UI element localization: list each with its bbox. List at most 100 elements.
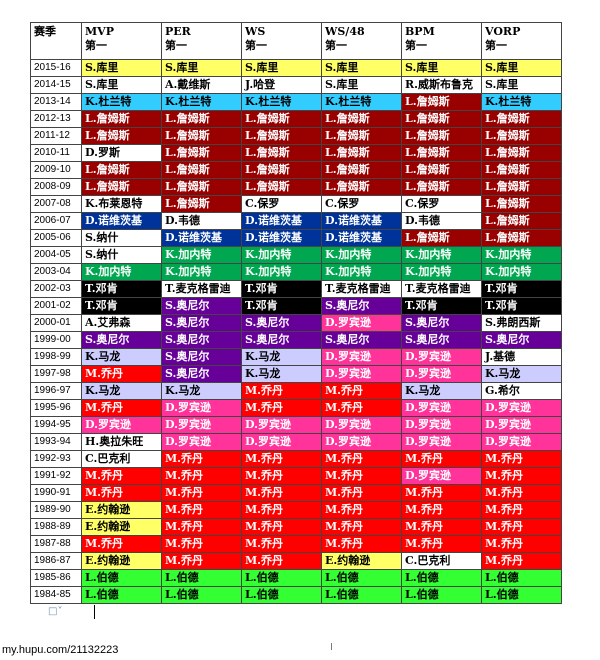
player-cell[interactable]: L.伯德	[321, 586, 402, 604]
player-cell[interactable]: L.詹姆斯	[481, 178, 562, 196]
player-cell[interactable]: C.巴克利	[81, 450, 162, 468]
player-cell[interactable]: L.詹姆斯	[161, 144, 242, 162]
player-cell[interactable]: D.诺维茨基	[321, 229, 402, 247]
player-cell[interactable]: S.奥尼尔	[161, 331, 242, 349]
player-cell[interactable]: D.罗宾逊	[401, 416, 482, 434]
player-cell[interactable]: S.奥尼尔	[401, 331, 482, 349]
player-cell[interactable]: K.杜兰特	[241, 93, 322, 111]
player-cell[interactable]: S.奥尼尔	[401, 314, 482, 332]
player-cell[interactable]: M.乔丹	[241, 399, 322, 417]
player-cell[interactable]: S.库里	[81, 76, 162, 94]
player-cell[interactable]: D.罗宾逊	[401, 365, 482, 383]
player-cell[interactable]: D.罗宾逊	[161, 416, 242, 434]
player-cell[interactable]: M.乔丹	[161, 535, 242, 553]
player-cell[interactable]: M.乔丹	[481, 484, 562, 502]
player-cell[interactable]: K.加内特	[321, 246, 402, 264]
player-cell[interactable]: K.马龙	[401, 382, 482, 400]
player-cell[interactable]: M.乔丹	[241, 501, 322, 519]
player-cell[interactable]: M.乔丹	[321, 518, 402, 536]
player-cell[interactable]: J.哈登	[241, 76, 322, 94]
player-cell[interactable]: A.艾弗森	[81, 314, 162, 332]
player-cell[interactable]: T.邓肯	[81, 280, 162, 298]
player-cell[interactable]: L.詹姆斯	[321, 144, 402, 162]
player-cell[interactable]: L.詹姆斯	[401, 144, 482, 162]
player-cell[interactable]: K.加内特	[241, 263, 322, 281]
player-cell[interactable]: S.库里	[481, 59, 562, 77]
paste-options-icon[interactable]: □˅	[48, 606, 63, 617]
player-cell[interactable]: K.加内特	[161, 263, 242, 281]
player-cell[interactable]: K.马龙	[81, 382, 162, 400]
player-cell[interactable]: K.马龙	[161, 382, 242, 400]
player-cell[interactable]: M.乔丹	[481, 518, 562, 536]
player-cell[interactable]: L.詹姆斯	[481, 161, 562, 179]
player-cell[interactable]: K.杜兰特	[481, 93, 562, 111]
player-cell[interactable]: M.乔丹	[81, 399, 162, 417]
player-cell[interactable]: M.乔丹	[161, 518, 242, 536]
player-cell[interactable]: L.伯德	[481, 569, 562, 587]
player-cell[interactable]: D.诺维茨基	[321, 212, 402, 230]
player-cell[interactable]: D.罗宾逊	[401, 399, 482, 417]
player-cell[interactable]: C.保罗	[241, 195, 322, 213]
player-cell[interactable]: K.杜兰特	[161, 93, 242, 111]
season-cell[interactable]: 2006-07	[30, 212, 82, 230]
season-cell[interactable]: 2005-06	[30, 229, 82, 247]
player-cell[interactable]: M.乔丹	[161, 484, 242, 502]
player-cell[interactable]: K.杜兰特	[321, 93, 402, 111]
player-cell[interactable]: M.乔丹	[241, 467, 322, 485]
player-cell[interactable]: K.加内特	[401, 263, 482, 281]
season-cell[interactable]: 2000-01	[30, 314, 82, 332]
player-cell[interactable]: K.马龙	[241, 348, 322, 366]
season-cell[interactable]: 2002-03	[30, 280, 82, 298]
player-cell[interactable]: S.库里	[321, 59, 402, 77]
player-cell[interactable]: C.保罗	[401, 195, 482, 213]
player-cell[interactable]: D.罗宾逊	[321, 314, 402, 332]
player-cell[interactable]: M.乔丹	[401, 450, 482, 468]
player-cell[interactable]: S.库里	[401, 59, 482, 77]
season-cell[interactable]: 1988-89	[30, 518, 82, 536]
player-cell[interactable]: L.詹姆斯	[401, 178, 482, 196]
player-cell[interactable]: L.詹姆斯	[481, 229, 562, 247]
player-cell[interactable]: L.伯德	[161, 586, 242, 604]
player-cell[interactable]: L.詹姆斯	[321, 110, 402, 128]
player-cell[interactable]: S.奥尼尔	[321, 331, 402, 349]
player-cell[interactable]: M.乔丹	[321, 467, 402, 485]
season-cell[interactable]: 2014-15	[30, 76, 82, 94]
player-cell[interactable]: M.乔丹	[241, 552, 322, 570]
player-cell[interactable]: D.罗宾逊	[481, 416, 562, 434]
player-cell[interactable]: M.乔丹	[81, 365, 162, 383]
player-cell[interactable]: M.乔丹	[241, 450, 322, 468]
player-cell[interactable]: S.弗朗西斯	[481, 314, 562, 332]
player-cell[interactable]: D.罗斯	[81, 144, 162, 162]
player-cell[interactable]: D.罗宾逊	[321, 433, 402, 451]
season-cell[interactable]: 2011-12	[30, 127, 82, 145]
player-cell[interactable]: S.奥尼尔	[81, 331, 162, 349]
player-cell[interactable]: L.詹姆斯	[81, 127, 162, 145]
player-cell[interactable]: M.乔丹	[321, 450, 402, 468]
player-cell[interactable]: R.威斯布鲁克	[401, 76, 482, 94]
player-cell[interactable]: T.邓肯	[481, 280, 562, 298]
player-cell[interactable]: K.加内特	[481, 246, 562, 264]
player-cell[interactable]: T.邓肯	[401, 297, 482, 315]
player-cell[interactable]: L.詹姆斯	[161, 110, 242, 128]
player-cell[interactable]: D.罗宾逊	[401, 433, 482, 451]
player-cell[interactable]: D.罗宾逊	[241, 433, 322, 451]
player-cell[interactable]: D.罗宾逊	[161, 399, 242, 417]
player-cell[interactable]: J.基德	[481, 348, 562, 366]
player-cell[interactable]: S.库里	[81, 59, 162, 77]
player-cell[interactable]: M.乔丹	[81, 484, 162, 502]
player-cell[interactable]: D.罗宾逊	[321, 365, 402, 383]
season-cell[interactable]: 2007-08	[30, 195, 82, 213]
player-cell[interactable]: D.韦德	[161, 212, 242, 230]
season-cell[interactable]: 2003-04	[30, 263, 82, 281]
player-cell[interactable]: D.罗宾逊	[401, 348, 482, 366]
player-cell[interactable]: E.约翰逊	[81, 518, 162, 536]
player-cell[interactable]: L.詹姆斯	[481, 195, 562, 213]
player-cell[interactable]: D.罗宾逊	[321, 416, 402, 434]
season-cell[interactable]: 1996-97	[30, 382, 82, 400]
player-cell[interactable]: M.乔丹	[161, 467, 242, 485]
season-cell[interactable]: 1985-86	[30, 569, 82, 587]
player-cell[interactable]: S.库里	[161, 59, 242, 77]
player-cell[interactable]: D.诺维茨基	[161, 229, 242, 247]
player-cell[interactable]: M.乔丹	[81, 535, 162, 553]
player-cell[interactable]: L.伯德	[241, 569, 322, 587]
